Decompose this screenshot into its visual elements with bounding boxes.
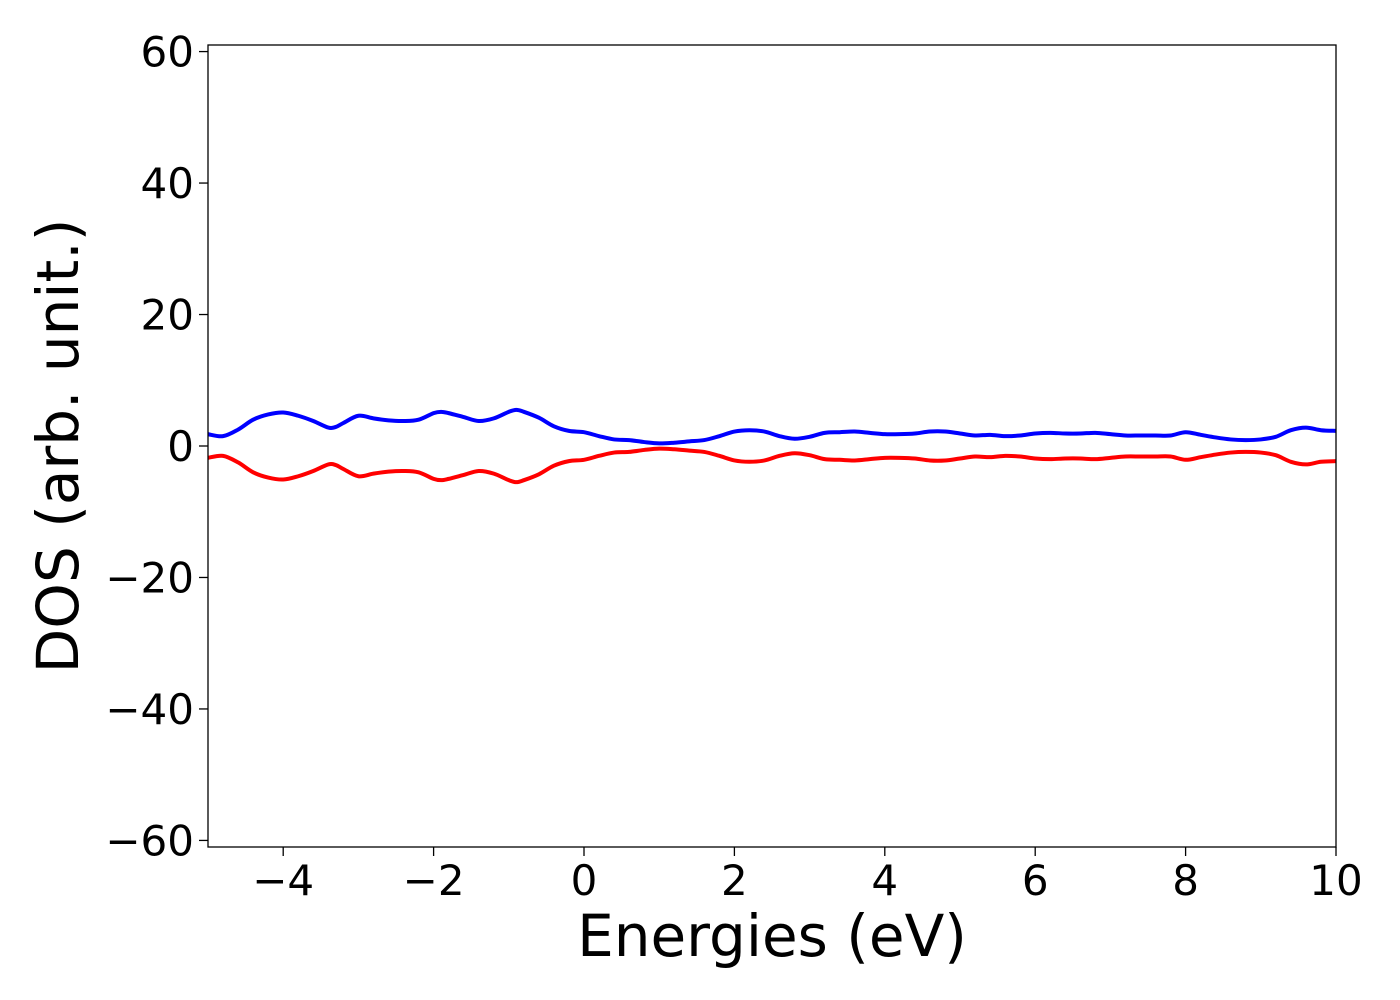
dos-series-red-line xyxy=(208,446,1336,485)
y-tick-label: −60 xyxy=(105,816,194,865)
y-tick-label: −20 xyxy=(105,553,194,602)
x-tick-label: 0 xyxy=(571,856,598,905)
x-axis-label: Energies (eV) xyxy=(577,902,967,970)
y-tick-label: 0 xyxy=(167,422,194,471)
y-axis-ticks: 60 40 20 0 −20 −40 −60 xyxy=(105,28,208,865)
y-tick-label: 40 xyxy=(141,159,194,208)
y-axis-label: DOS (arb. unit.) xyxy=(24,219,92,674)
x-tick-label: 8 xyxy=(1172,856,1199,905)
y-tick-label: 60 xyxy=(141,28,194,77)
plot-frame xyxy=(207,44,1337,848)
x-tick-label: 4 xyxy=(871,856,898,905)
x-tick-label: −4 xyxy=(252,856,314,905)
x-tick-label: −2 xyxy=(403,856,465,905)
x-tick-label: 2 xyxy=(721,856,748,905)
x-axis-ticks: −4 −2 0 2 4 6 8 10 xyxy=(252,847,1363,905)
dos-series-blue-line xyxy=(208,407,1336,446)
x-tick-label: 10 xyxy=(1309,856,1362,905)
y-tick-label: −40 xyxy=(105,685,194,734)
x-tick-label: 6 xyxy=(1022,856,1049,905)
series-layer xyxy=(208,407,1336,485)
y-tick-label: 20 xyxy=(141,291,194,340)
